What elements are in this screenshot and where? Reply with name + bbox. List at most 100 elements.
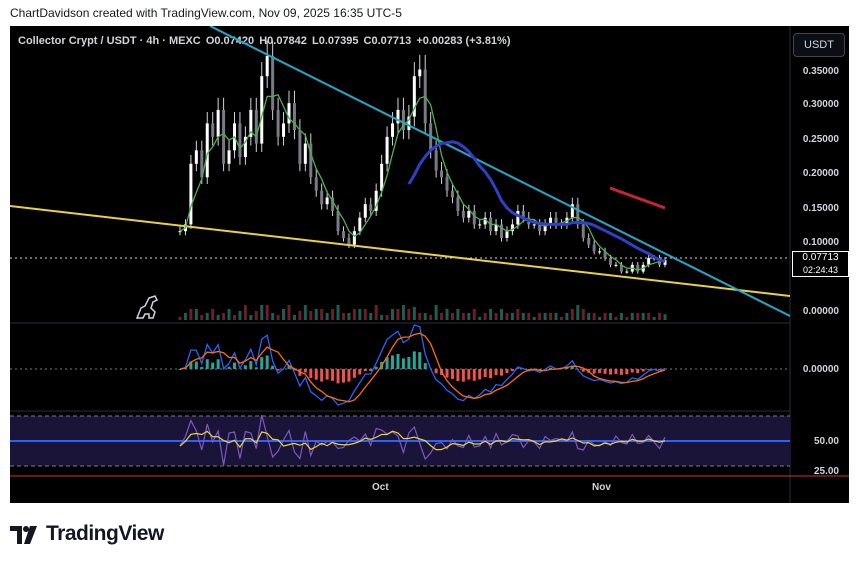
candle-body: [282, 123, 286, 137]
macd-histogram-bar: [336, 369, 340, 384]
chart-frame[interactable]: Collector Crypt / USDT · 4h · MEXC O0.07…: [10, 26, 849, 503]
volume-bar: [211, 309, 215, 320]
volume-bar: [238, 311, 242, 320]
macd-histogram-bar: [249, 361, 253, 369]
volume-bar: [450, 313, 454, 320]
volume-bar: [570, 309, 574, 320]
macd-histogram-bar: [303, 369, 307, 373]
volume-bar: [265, 305, 269, 320]
candle-body: [385, 136, 389, 164]
macd-histogram-bar: [609, 369, 613, 375]
price-tick-4: 0.15000: [802, 203, 839, 214]
volume-bar: [538, 313, 542, 320]
volume-bar: [461, 313, 465, 320]
candle-body: [663, 260, 667, 265]
macd-histogram-bar: [407, 357, 411, 369]
candle-body: [483, 217, 487, 225]
volume-bar: [249, 315, 253, 320]
volume-bar: [494, 313, 498, 320]
volume-bar: [407, 309, 411, 320]
blue-moving-average: [407, 140, 666, 263]
macd-histogram-bar: [205, 359, 209, 369]
macd-histogram-bar: [516, 368, 520, 369]
volume-bar: [287, 305, 291, 320]
macd-histogram-bar: [232, 362, 236, 369]
candle-body: [609, 258, 613, 265]
volume-bar: [663, 314, 667, 320]
macd-tick-0: 0.00000: [802, 364, 839, 375]
red-moving-average: [609, 186, 666, 210]
overlays: [10, 26, 791, 317]
volume-bar: [320, 309, 324, 320]
volume-bar: [521, 313, 525, 320]
candle-body: [287, 103, 291, 124]
rsi-tick-50: 50.00: [813, 436, 839, 447]
candle-body: [619, 264, 623, 272]
symbol-title-line: Collector Crypt / USDT · 4h · MEXC O0.07…: [18, 35, 513, 47]
candle-body: [532, 224, 536, 226]
price-tick-1: 0.30000: [802, 99, 839, 110]
volume-bar: [232, 315, 236, 320]
volume-bar: [276, 315, 280, 320]
macd-histogram-bar: [243, 365, 247, 369]
volume-bar: [614, 317, 618, 320]
candle-body: [500, 224, 504, 238]
macd-histogram-bar: [391, 355, 395, 369]
candle-body: [625, 271, 629, 273]
volume-bar: [314, 309, 318, 320]
candle-body: [331, 197, 335, 211]
macd-histogram-bar: [565, 367, 569, 369]
candle-body: [538, 224, 542, 232]
time-tick-nov: Nov: [592, 482, 611, 493]
candle-body: [505, 231, 509, 238]
candle-body: [227, 150, 231, 164]
volume-bar: [222, 313, 226, 320]
candle-body: [647, 258, 651, 265]
volume-bar: [478, 317, 482, 320]
rsi-pane: [10, 414, 790, 466]
volume-bar: [554, 313, 558, 320]
candle-body: [298, 130, 302, 164]
candle-body: [592, 244, 596, 252]
macd-line: [179, 324, 666, 406]
volume-bar: [565, 313, 569, 320]
macd-histogram-bar: [549, 367, 553, 369]
candle-body: [271, 56, 275, 110]
macd-histogram-bar: [592, 369, 596, 374]
macd-histogram-bar: [211, 362, 215, 369]
currency-button[interactable]: USDT: [793, 33, 845, 57]
volume-bar: [200, 315, 204, 320]
candle-body: [276, 109, 280, 137]
volume-bar: [576, 305, 580, 320]
macd-histogram-bar: [260, 357, 264, 369]
volume-bar: [456, 309, 460, 320]
macd-histogram-bar: [472, 369, 476, 381]
macd-histogram-bar: [505, 369, 509, 374]
macd-histogram-bar: [603, 369, 607, 374]
macd-histogram-bar: [630, 369, 634, 373]
macd-histogram-bar: [227, 366, 231, 369]
candle-body: [603, 251, 607, 259]
candle-body: [320, 190, 324, 205]
symbol-title: Collector Crypt / USDT · 4h · MEXC: [18, 35, 201, 47]
candle-body: [303, 143, 307, 164]
chart-credit: ChartDavidson created with TradingView.c…: [10, 6, 402, 20]
candle-body: [407, 116, 411, 131]
volume-bar: [374, 305, 378, 320]
volume-bar: [445, 309, 449, 320]
macd-histogram-bar: [581, 369, 585, 372]
volume-bar: [619, 313, 623, 320]
candle-body: [450, 190, 454, 198]
candle-body: [549, 217, 553, 225]
macd-histogram-bar: [647, 369, 651, 370]
candle-body: [358, 217, 362, 232]
macd-histogram-bar: [614, 369, 618, 375]
macd-histogram-bar: [276, 369, 280, 371]
volume-bar: [412, 307, 416, 320]
macd-histogram-bar: [347, 369, 351, 382]
macd-histogram-bar: [352, 369, 356, 378]
macd-histogram-bar: [510, 369, 514, 372]
candle-body: [418, 69, 422, 77]
volume-bar: [641, 313, 645, 320]
macd-histogram-bar: [374, 366, 378, 369]
